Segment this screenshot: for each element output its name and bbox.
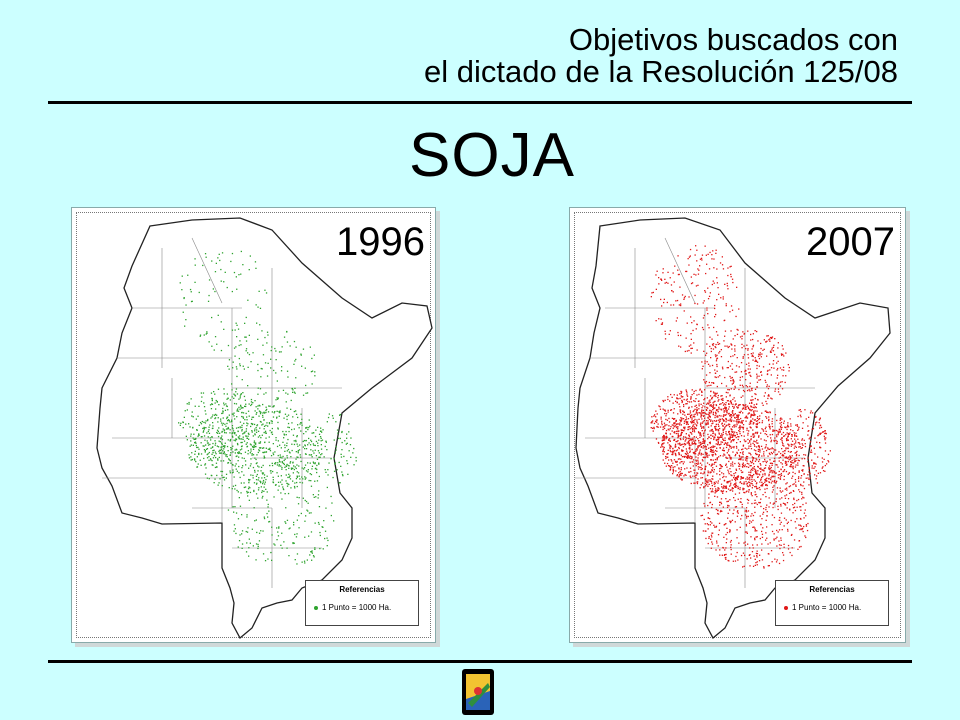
soy-density-dots xyxy=(650,245,831,569)
slide-title: SOJA xyxy=(409,121,575,190)
region-outline xyxy=(575,217,891,640)
bottom-divider xyxy=(48,660,912,663)
map-panel-1996: 1996 Referencias 1 Punto = 1000 Ha. xyxy=(71,207,436,643)
legend-item: 1 Punto = 1000 Ha. xyxy=(314,603,391,612)
map-graphic-1996 xyxy=(96,217,433,640)
department-borders xyxy=(102,237,342,588)
institution-logo-icon xyxy=(462,669,494,715)
header-line-2: el dictado de la Resolución 125/08 xyxy=(424,54,898,89)
legend-dot-icon xyxy=(314,605,318,610)
map-graphic-2007 xyxy=(575,217,891,640)
header-line-1: Objetivos buscados con xyxy=(568,22,898,57)
top-divider xyxy=(48,101,912,104)
legend-title: Referencias xyxy=(339,585,385,594)
map-year: 2007 xyxy=(806,220,895,264)
map-year: 1996 xyxy=(336,220,425,264)
map-panel-2007: 2007 Referencias 1 Punto = 1000 Ha. xyxy=(569,207,906,643)
legend-item: 1 Punto = 1000 Ha. xyxy=(784,603,861,612)
slide-header: Objetivos buscados con el dictado de la … xyxy=(198,24,898,88)
legend-dot-icon xyxy=(784,605,788,610)
legend-label: 1 Punto = 1000 Ha. xyxy=(792,603,862,612)
map-frame xyxy=(574,212,901,638)
map-frame xyxy=(76,212,431,638)
soy-density-dots xyxy=(178,250,357,565)
map-legend: Referencias 1 Punto = 1000 Ha. xyxy=(305,580,419,626)
region-outline xyxy=(96,217,433,640)
legend-label: 1 Punto = 1000 Ha. xyxy=(322,603,392,612)
legend-title: Referencias xyxy=(809,585,855,594)
map-legend: Referencias 1 Punto = 1000 Ha. xyxy=(775,580,889,626)
